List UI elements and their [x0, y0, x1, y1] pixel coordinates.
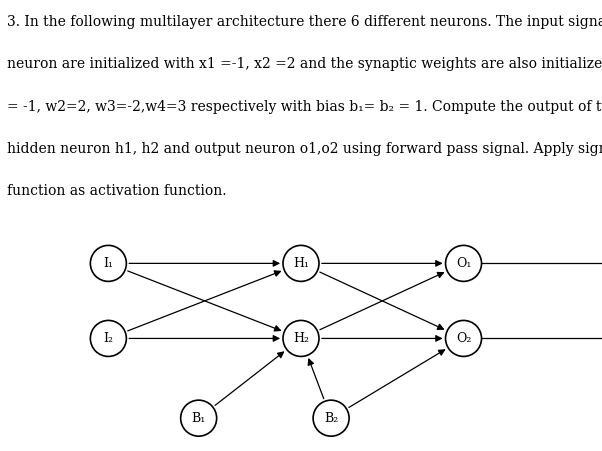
Ellipse shape: [283, 245, 319, 281]
Text: B₂: B₂: [324, 412, 338, 425]
Ellipse shape: [283, 320, 319, 356]
Text: B₁: B₁: [191, 412, 206, 425]
Text: = -1, w2=2, w3=-2,w4=3 respectively with bias b₁= b₂ = 1. Compute the output of : = -1, w2=2, w3=-2,w4=3 respectively with…: [7, 100, 602, 114]
Ellipse shape: [90, 320, 126, 356]
Text: H₁: H₁: [293, 257, 309, 270]
Text: hidden neuron h1, h2 and output neuron o1,o2 using forward pass signal. Apply si: hidden neuron h1, h2 and output neuron o…: [7, 142, 602, 156]
Text: neuron are initialized with x1 =-1, x2 =2 and the synaptic weights are also init: neuron are initialized with x1 =-1, x2 =…: [7, 57, 602, 71]
Ellipse shape: [445, 320, 482, 356]
Text: function as activation function.: function as activation function.: [7, 184, 227, 198]
Text: H₂: H₂: [293, 332, 309, 345]
Ellipse shape: [445, 245, 482, 281]
Ellipse shape: [90, 245, 126, 281]
Ellipse shape: [181, 400, 217, 436]
Text: I₁: I₁: [104, 257, 113, 270]
Text: O₂: O₂: [456, 332, 471, 345]
Text: 3. In the following multilayer architecture there 6 different neurons. The input: 3. In the following multilayer architect…: [7, 15, 602, 29]
Text: O₁: O₁: [456, 257, 471, 270]
Text: I₂: I₂: [104, 332, 113, 345]
Ellipse shape: [313, 400, 349, 436]
